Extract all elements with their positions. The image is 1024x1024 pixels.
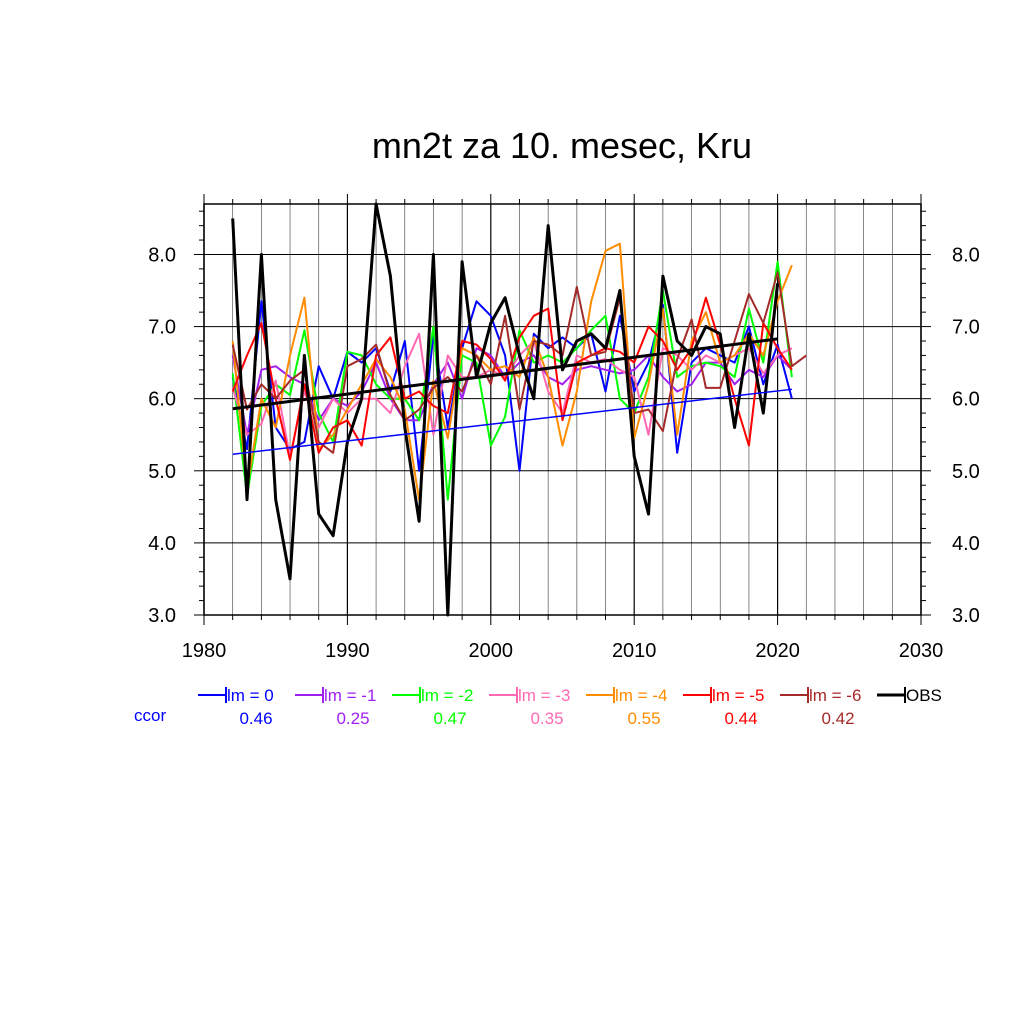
legend-label: lm = 0	[227, 686, 274, 705]
legend-label: lm = -4	[615, 686, 667, 705]
ccor-label: ccor	[134, 706, 166, 725]
y-tick-label: 4.0	[148, 533, 176, 555]
ccor-value: 0.25	[336, 709, 369, 728]
legend-label: lm = -1	[324, 686, 376, 705]
ccor-value: 0.55	[627, 709, 660, 728]
legend-label: lm = -6	[809, 686, 861, 705]
legend-label: OBS	[906, 686, 942, 705]
ccor-value: 0.35	[530, 709, 563, 728]
trend-line-lm-0	[232, 388, 793, 455]
x-tick-label: 2010	[612, 640, 657, 662]
x-tick-label: 1980	[182, 640, 227, 662]
y-tick-label-right: 8.0	[952, 244, 980, 266]
legend-label: lm = -5	[712, 686, 764, 705]
y-tick-label-right: 7.0	[952, 317, 980, 339]
x-tick-label: 2030	[899, 640, 944, 662]
x-tick-label: 2020	[755, 640, 800, 662]
y-tick-label: 5.0	[148, 461, 176, 483]
ccor-value: 0.42	[821, 709, 854, 728]
y-tick-label: 6.0	[148, 389, 176, 411]
legend-label: lm = -2	[421, 686, 473, 705]
y-tick-label: 3.0	[148, 605, 176, 627]
y-tick-label-right: 3.0	[952, 605, 980, 627]
y-tick-label: 8.0	[148, 244, 176, 266]
ccor-value: 0.46	[239, 709, 272, 728]
y-tick-label-right: 4.0	[952, 533, 980, 555]
y-tick-label-right: 5.0	[952, 461, 980, 483]
trend-line-obs	[232, 337, 778, 411]
series-line-lm-6	[231, 271, 807, 454]
y-tick-label-right: 6.0	[952, 389, 980, 411]
chart-title: mn2t za 10. mesec, Kru	[372, 125, 752, 166]
plot-frame	[203, 203, 922, 616]
y-tick-label: 7.0	[148, 317, 176, 339]
x-tick-label: 2000	[469, 640, 514, 662]
legend: lm = 0 0.46 lm = -1 0.25 lm = -2 0.47 lm = -3 0…	[198, 686, 942, 728]
ccor-value: 0.47	[433, 709, 466, 728]
x-tick-label: 1990	[325, 640, 370, 662]
ccor-value: 0.44	[724, 709, 757, 728]
plot-area	[231, 202, 807, 617]
grid	[203, 203, 922, 616]
legend-label: lm = -3	[518, 686, 570, 705]
axis-ticks: 1980 1990 2000 2010 2020 2030 3.0 3.0 4.0 4.0 5.0 5…	[148, 194, 980, 662]
